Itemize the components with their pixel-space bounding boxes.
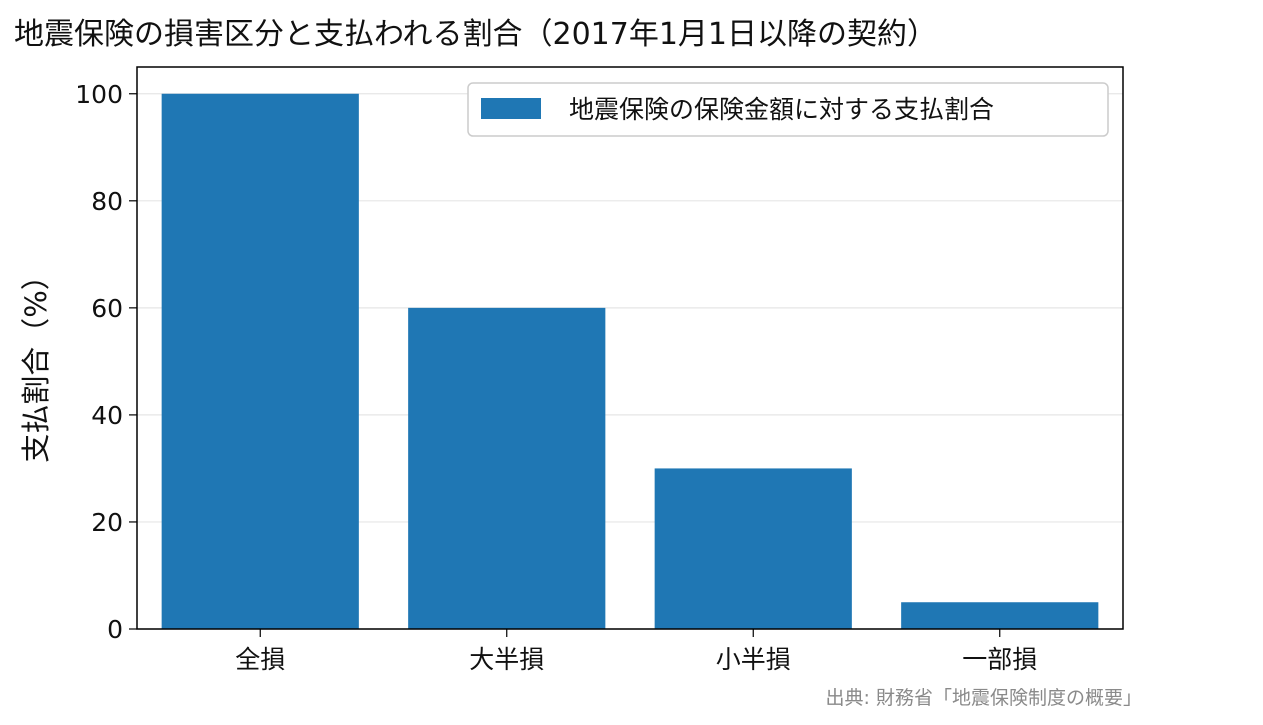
bar <box>654 468 852 629</box>
x-tick-label: 一部損 <box>962 645 1037 674</box>
x-tick-label: 小半損 <box>716 645 791 674</box>
legend-label: 地震保険の保険金額に対する支払割合 <box>569 95 994 124</box>
legend-box <box>467 82 1109 137</box>
source-note: 出典: 財務省「地震保険制度の概要」 <box>826 687 1142 709</box>
x-tick-label: 大半損 <box>469 645 544 674</box>
y-tick-label: 60 <box>91 294 123 323</box>
bar <box>901 602 1099 629</box>
y-tick-label: 80 <box>91 187 123 216</box>
y-axis-label: 支払割合（%） <box>19 261 53 463</box>
plot-frame <box>136 66 1124 630</box>
x-axis-ticks: 全損 大半損 小半損 一部損 <box>235 629 1037 674</box>
y-tick-label: 0 <box>107 615 123 644</box>
y-tick-label: 40 <box>91 401 123 430</box>
y-tick-label: 20 <box>91 508 123 537</box>
y-axis-ticks: 0 20 40 60 80 100 <box>75 80 137 644</box>
legend: 地震保険の保険金額に対する支払割合 <box>467 82 1109 137</box>
y-tick-label: 100 <box>75 80 123 109</box>
chart-title: 地震保険の損害区分と支払われる割合（2017年1月1日以降の契約） <box>14 17 937 52</box>
bars <box>161 93 1099 629</box>
legend-swatch <box>481 98 541 119</box>
bar <box>408 307 606 629</box>
x-tick-label: 全損 <box>235 645 285 674</box>
bar <box>161 93 359 629</box>
